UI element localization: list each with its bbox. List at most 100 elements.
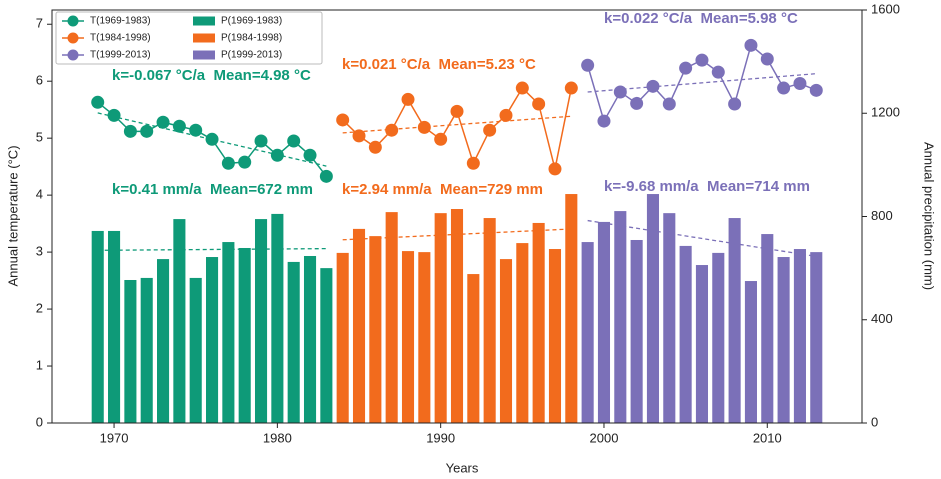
point: [695, 53, 709, 67]
point: [646, 79, 660, 93]
x-tick-label: 1970: [100, 430, 129, 445]
point: [385, 123, 399, 137]
bar: [499, 259, 513, 423]
trend-line: [587, 219, 817, 258]
bar: [483, 218, 496, 423]
legend-patch: [193, 16, 215, 26]
point: [744, 38, 758, 52]
point: [238, 155, 252, 169]
point: [303, 148, 317, 162]
point: [221, 156, 235, 170]
point: [270, 148, 284, 162]
y2-tick-label: 0: [871, 414, 878, 429]
bar: [516, 243, 529, 423]
legend-patch: [193, 50, 215, 60]
bar: [695, 265, 709, 423]
bar: [124, 279, 137, 423]
bar: [777, 257, 790, 423]
bar: [254, 219, 268, 423]
bar: [581, 242, 594, 423]
point: [581, 58, 595, 72]
bar: [532, 222, 545, 423]
plot-frame: [51, 9, 863, 424]
y-tick-label: 6: [36, 73, 43, 88]
bar: [761, 234, 774, 423]
point: [728, 97, 742, 111]
annotation: k=-0.067 °C/a Mean=4.98 °C: [112, 67, 311, 84]
bar: [548, 249, 562, 423]
bar: [189, 277, 202, 423]
point: [662, 97, 676, 111]
point: [450, 104, 464, 118]
y-tick-label: 7: [36, 16, 43, 31]
x-tick-label: 1980: [263, 430, 292, 445]
point: [336, 113, 350, 127]
legend-marker: [67, 15, 79, 27]
point: [91, 95, 105, 109]
point: [711, 65, 725, 79]
y-tick-label: 1: [36, 357, 43, 372]
legend-label: T(1999-2013): [90, 50, 151, 61]
y-tick-label: 5: [36, 130, 43, 145]
point: [499, 108, 513, 122]
x-axis-label: Years: [446, 460, 479, 475]
bar: [369, 236, 382, 423]
bar: [793, 249, 806, 423]
bar: [467, 274, 480, 423]
point: [287, 134, 301, 148]
bar: [401, 251, 415, 423]
point: [352, 129, 366, 143]
bar: [663, 213, 676, 423]
point: [760, 52, 774, 66]
trend-line: [97, 247, 327, 251]
point: [564, 81, 578, 95]
bar: [222, 242, 235, 423]
y-tick-label: 3: [36, 244, 43, 259]
point: [156, 115, 170, 129]
point: [613, 85, 627, 99]
y2-tick-label: 400: [871, 311, 893, 326]
point: [254, 134, 268, 148]
point: [189, 123, 203, 137]
bar: [418, 252, 431, 423]
legend-marker: [67, 32, 79, 44]
bar: [728, 218, 741, 423]
point: [401, 92, 415, 106]
bar: [712, 252, 725, 423]
y-axis-label: Annual temperature (°C): [5, 145, 20, 286]
point: [548, 162, 562, 176]
point: [597, 114, 611, 128]
point: [466, 156, 480, 170]
point: [515, 81, 529, 95]
point: [319, 169, 333, 183]
x-tick-label: 2000: [590, 430, 619, 445]
legend-label: T(1969-1983): [90, 16, 151, 27]
trend-line: [342, 115, 572, 134]
point: [809, 83, 823, 97]
y-tick-label: 4: [36, 187, 43, 202]
bar: [271, 213, 284, 423]
bar: [565, 194, 578, 423]
trend-line: [342, 228, 572, 241]
annotation: k=0.021 °C/a Mean=5.23 °C: [342, 56, 536, 73]
legend-label: P(1969-1983): [221, 16, 282, 27]
annotation: k=0.022 °C/a Mean=5.98 °C: [604, 10, 798, 27]
point: [532, 97, 546, 111]
y-tick-label: 0: [36, 414, 43, 429]
bar: [434, 213, 447, 423]
legend-marker: [67, 49, 79, 61]
bar: [614, 211, 627, 423]
bar: [287, 261, 300, 423]
annotation: k=0.41 mm/a Mean=672 mm: [112, 181, 313, 198]
bar: [679, 245, 692, 423]
bar: [352, 228, 366, 423]
point: [777, 81, 791, 95]
point: [123, 124, 137, 138]
point: [368, 140, 382, 154]
bar: [91, 230, 104, 423]
bar: [157, 259, 170, 423]
point: [483, 123, 497, 137]
point: [417, 120, 431, 134]
point: [434, 132, 448, 146]
